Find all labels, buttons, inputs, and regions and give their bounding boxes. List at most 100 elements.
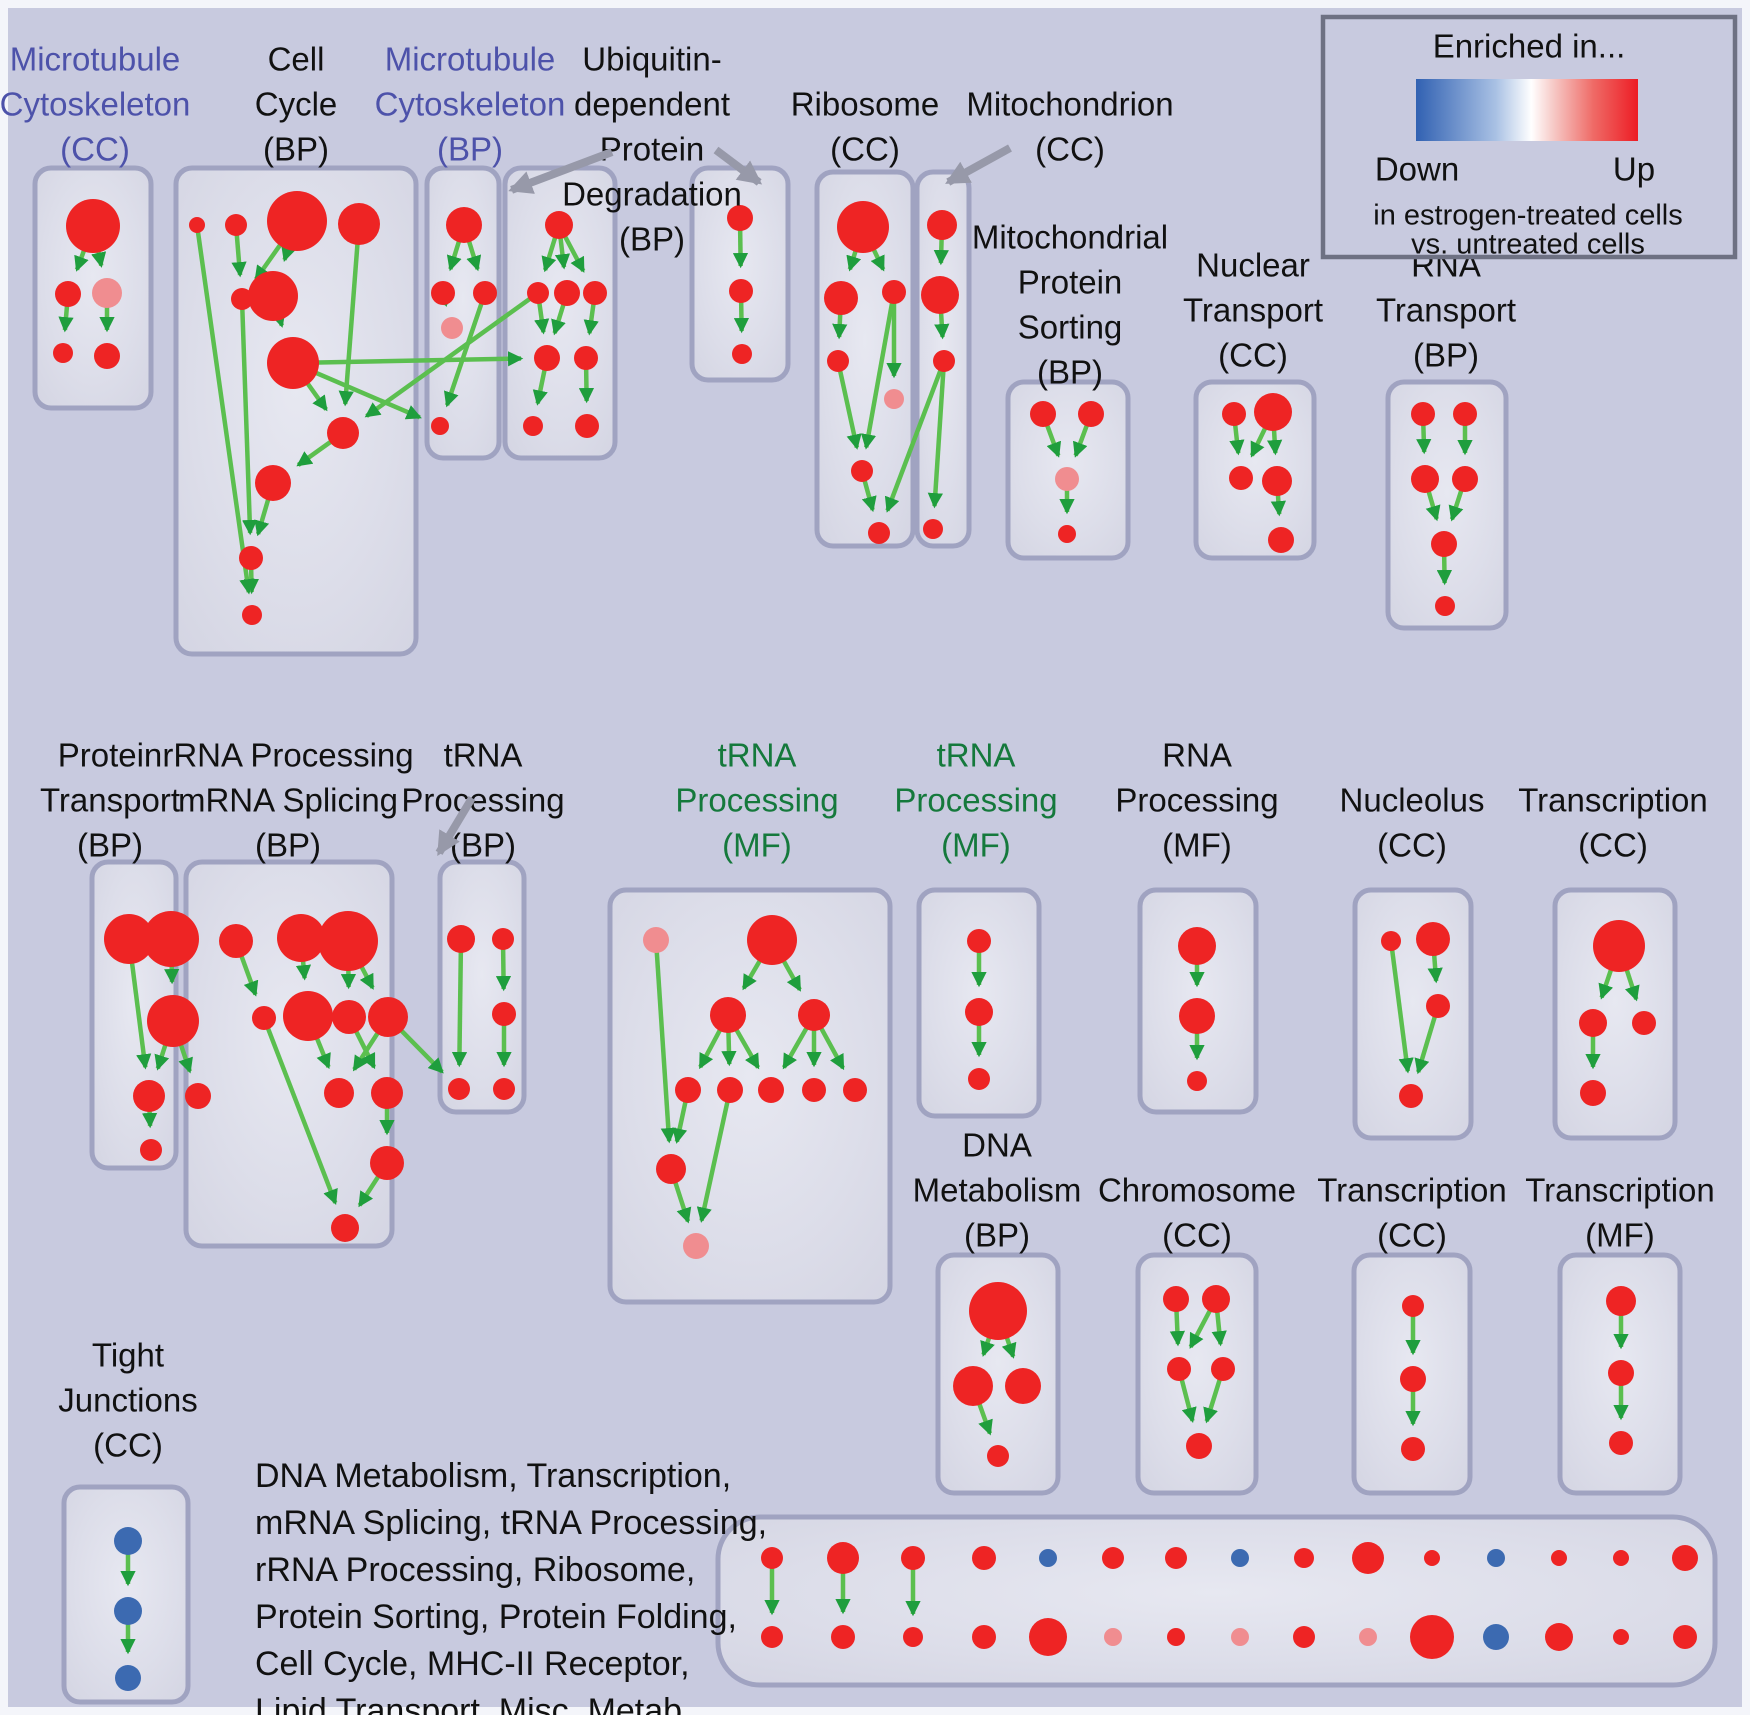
node-strip-top-6 — [1165, 1547, 1187, 1569]
node-microtubule-cc-e — [94, 343, 120, 369]
node-transcription-mf-a — [1606, 1286, 1636, 1316]
cluster-label-ubiquitin-box-1: (BP) — [619, 221, 685, 258]
cluster-label-cell-cycle: (BP) — [263, 131, 329, 168]
node-strip-bottom-14 — [1673, 1625, 1697, 1649]
node-strip-bottom-8 — [1293, 1626, 1315, 1648]
node-strip-bottom-6 — [1167, 1628, 1185, 1646]
node-nuclear-transport-c — [1229, 466, 1253, 490]
node-strip-bottom-5 — [1104, 1628, 1122, 1646]
node-strip-top-13 — [1613, 1550, 1629, 1566]
node-rrna-processing-mrna-splicing-t1 — [219, 924, 253, 958]
node-rrna-processing-mrna-splicing-m3 — [368, 997, 408, 1037]
misc-categories-text: Lipid Transport, Misc. Metab. — [255, 1692, 692, 1715]
node-trna-processing-mf-1-C — [798, 999, 830, 1031]
node-cell-cycle-n9 — [255, 465, 291, 501]
annotation-arrow — [713, 146, 763, 186]
legend-gradient-bar — [1416, 79, 1638, 141]
cluster-label-trna-processing-mf-2: (MF) — [941, 827, 1011, 864]
node-cell-cycle-n1 — [189, 217, 205, 233]
node-tight-junctions-a — [114, 1527, 142, 1555]
node-cell-cycle-n5 — [231, 288, 253, 310]
node-ubiquitin-box-2-c — [732, 344, 752, 364]
node-mitochondrion-cc-s — [933, 350, 955, 372]
cluster-label-microtubule-cc: Cytoskeleton — [0, 86, 190, 123]
node-protein-transport-c — [147, 995, 199, 1047]
node-strip-bottom-2 — [903, 1627, 923, 1647]
cluster-label-trna-processing-mf-1: tRNA — [718, 737, 797, 774]
legend-subtitle: in estrogen-treated cells — [1373, 200, 1683, 232]
node-rrna-processing-mrna-splicing-l1 — [324, 1078, 354, 1108]
cluster-box-chromosome-cc — [1135, 1252, 1259, 1496]
node-strip-top-8 — [1294, 1548, 1314, 1568]
cluster-label-rna-transport: Transport — [1376, 292, 1516, 329]
cluster-label-microtubule-bp: (BP) — [437, 131, 503, 168]
node-ubiquitin-box-2-a — [727, 205, 753, 231]
cluster-label-microtubule-cc: (CC) — [60, 131, 130, 168]
node-tight-junctions-b — [114, 1597, 142, 1625]
edge-trna-processing-mf-1 — [653, 939, 676, 1144]
node-microtubule-cc-d — [53, 343, 73, 363]
edge-trna-processing-mf-1 — [696, 1089, 733, 1223]
node-trna-processing-mf-1-r5 — [843, 1078, 867, 1102]
node-strip-top-1 — [827, 1542, 859, 1574]
cluster-label-chromosome-cc: Chromosome — [1098, 1172, 1296, 1209]
node-transcription-cc-upper-c — [1632, 1011, 1656, 1035]
cluster-label-mitochondrial-protein-sorting: Sorting — [1018, 309, 1123, 346]
node-trna-processing-mf-1-r2 — [717, 1077, 743, 1103]
layer-boxes — [32, 165, 1718, 1705]
node-strip-bottom-10 — [1410, 1615, 1454, 1659]
node-strip-bottom-1 — [831, 1625, 855, 1649]
node-nucleolus-cc-d — [1399, 1084, 1423, 1108]
edge-trna-processing-bp — [451, 938, 468, 1068]
node-trna-processing-bp-t2 — [492, 928, 514, 950]
node-chromosome-cc-e — [1186, 1433, 1212, 1459]
node-dna-metabolism-A — [969, 1282, 1027, 1340]
node-trna-processing-bp-t1 — [447, 925, 475, 953]
cluster-label-mitochondrial-protein-sorting: Mitochondrial — [972, 219, 1168, 256]
node-ribosome-cc-C — [882, 280, 906, 304]
cluster-label-transcription-mf: Transcription — [1525, 1172, 1715, 1209]
node-strip-top-12 — [1551, 1550, 1567, 1566]
node-cell-cycle-n10 — [239, 546, 263, 570]
node-nuclear-transport-e — [1268, 527, 1294, 553]
node-rrna-processing-mrna-splicing-bo — [331, 1214, 359, 1242]
node-protein-transport-a — [104, 914, 154, 964]
node-strip-top-9 — [1352, 1542, 1384, 1574]
node-microtubule-bp-d — [431, 417, 449, 435]
legend-subtitle: vs. untreated cells — [1411, 229, 1645, 261]
node-cell-cycle-n8 — [327, 417, 359, 449]
layer-labels: Microtubule Cytoskeleton (CC) Cell Cycle (BP)… — [0, 41, 1715, 1715]
cross-edge — [884, 360, 947, 513]
node-strip-top-10 — [1424, 1550, 1440, 1566]
node-ribosome-cc-A — [837, 201, 889, 253]
node-rrna-processing-mrna-splicing-q — [370, 1146, 404, 1180]
edge-cell-cycle — [338, 223, 362, 407]
layer-annotations: Enriched in... Down Up in estrogen-treated … — [435, 14, 1738, 856]
node-nuclear-transport-a — [1222, 402, 1246, 426]
node-trna-processing-mf-1-E — [683, 1233, 709, 1259]
node-ubiquitin-box-2-b — [729, 279, 753, 303]
node-strip-top-7 — [1231, 1549, 1249, 1567]
node-strip-bottom-9 — [1359, 1628, 1377, 1646]
node-trna-processing-mf-1-D — [656, 1154, 686, 1184]
node-trna-processing-mf-1-r4 — [802, 1078, 826, 1102]
cluster-label-ubiquitin-box-1: Ubiquitin- — [582, 41, 721, 78]
cluster-label-tight-junctions: Tight — [92, 1337, 164, 1374]
node-strip-top-3 — [972, 1546, 996, 1570]
layer-nodes — [53, 191, 1698, 1691]
node-cell-cycle-n3 — [267, 191, 327, 251]
cluster-label-nuclear-transport: Nuclear — [1196, 247, 1310, 284]
node-dna-metabolism-c — [1005, 1368, 1041, 1404]
cluster-label-ubiquitin-box-1: Degradation — [562, 176, 742, 213]
node-ribosome-cc-D — [827, 350, 849, 372]
node-rna-transport-c — [1411, 465, 1439, 493]
node-ubiquitin-box-1-t — [545, 211, 573, 239]
cluster-label-trna-processing-bp: tRNA — [444, 737, 523, 774]
edge-nucleolus-cc — [1388, 940, 1414, 1074]
legend-title: Enriched in... — [1433, 28, 1626, 65]
node-nuclear-transport-d — [1262, 466, 1292, 496]
node-transcription-cc-upper-A — [1593, 920, 1645, 972]
node-chromosome-cc-a — [1163, 1286, 1189, 1312]
